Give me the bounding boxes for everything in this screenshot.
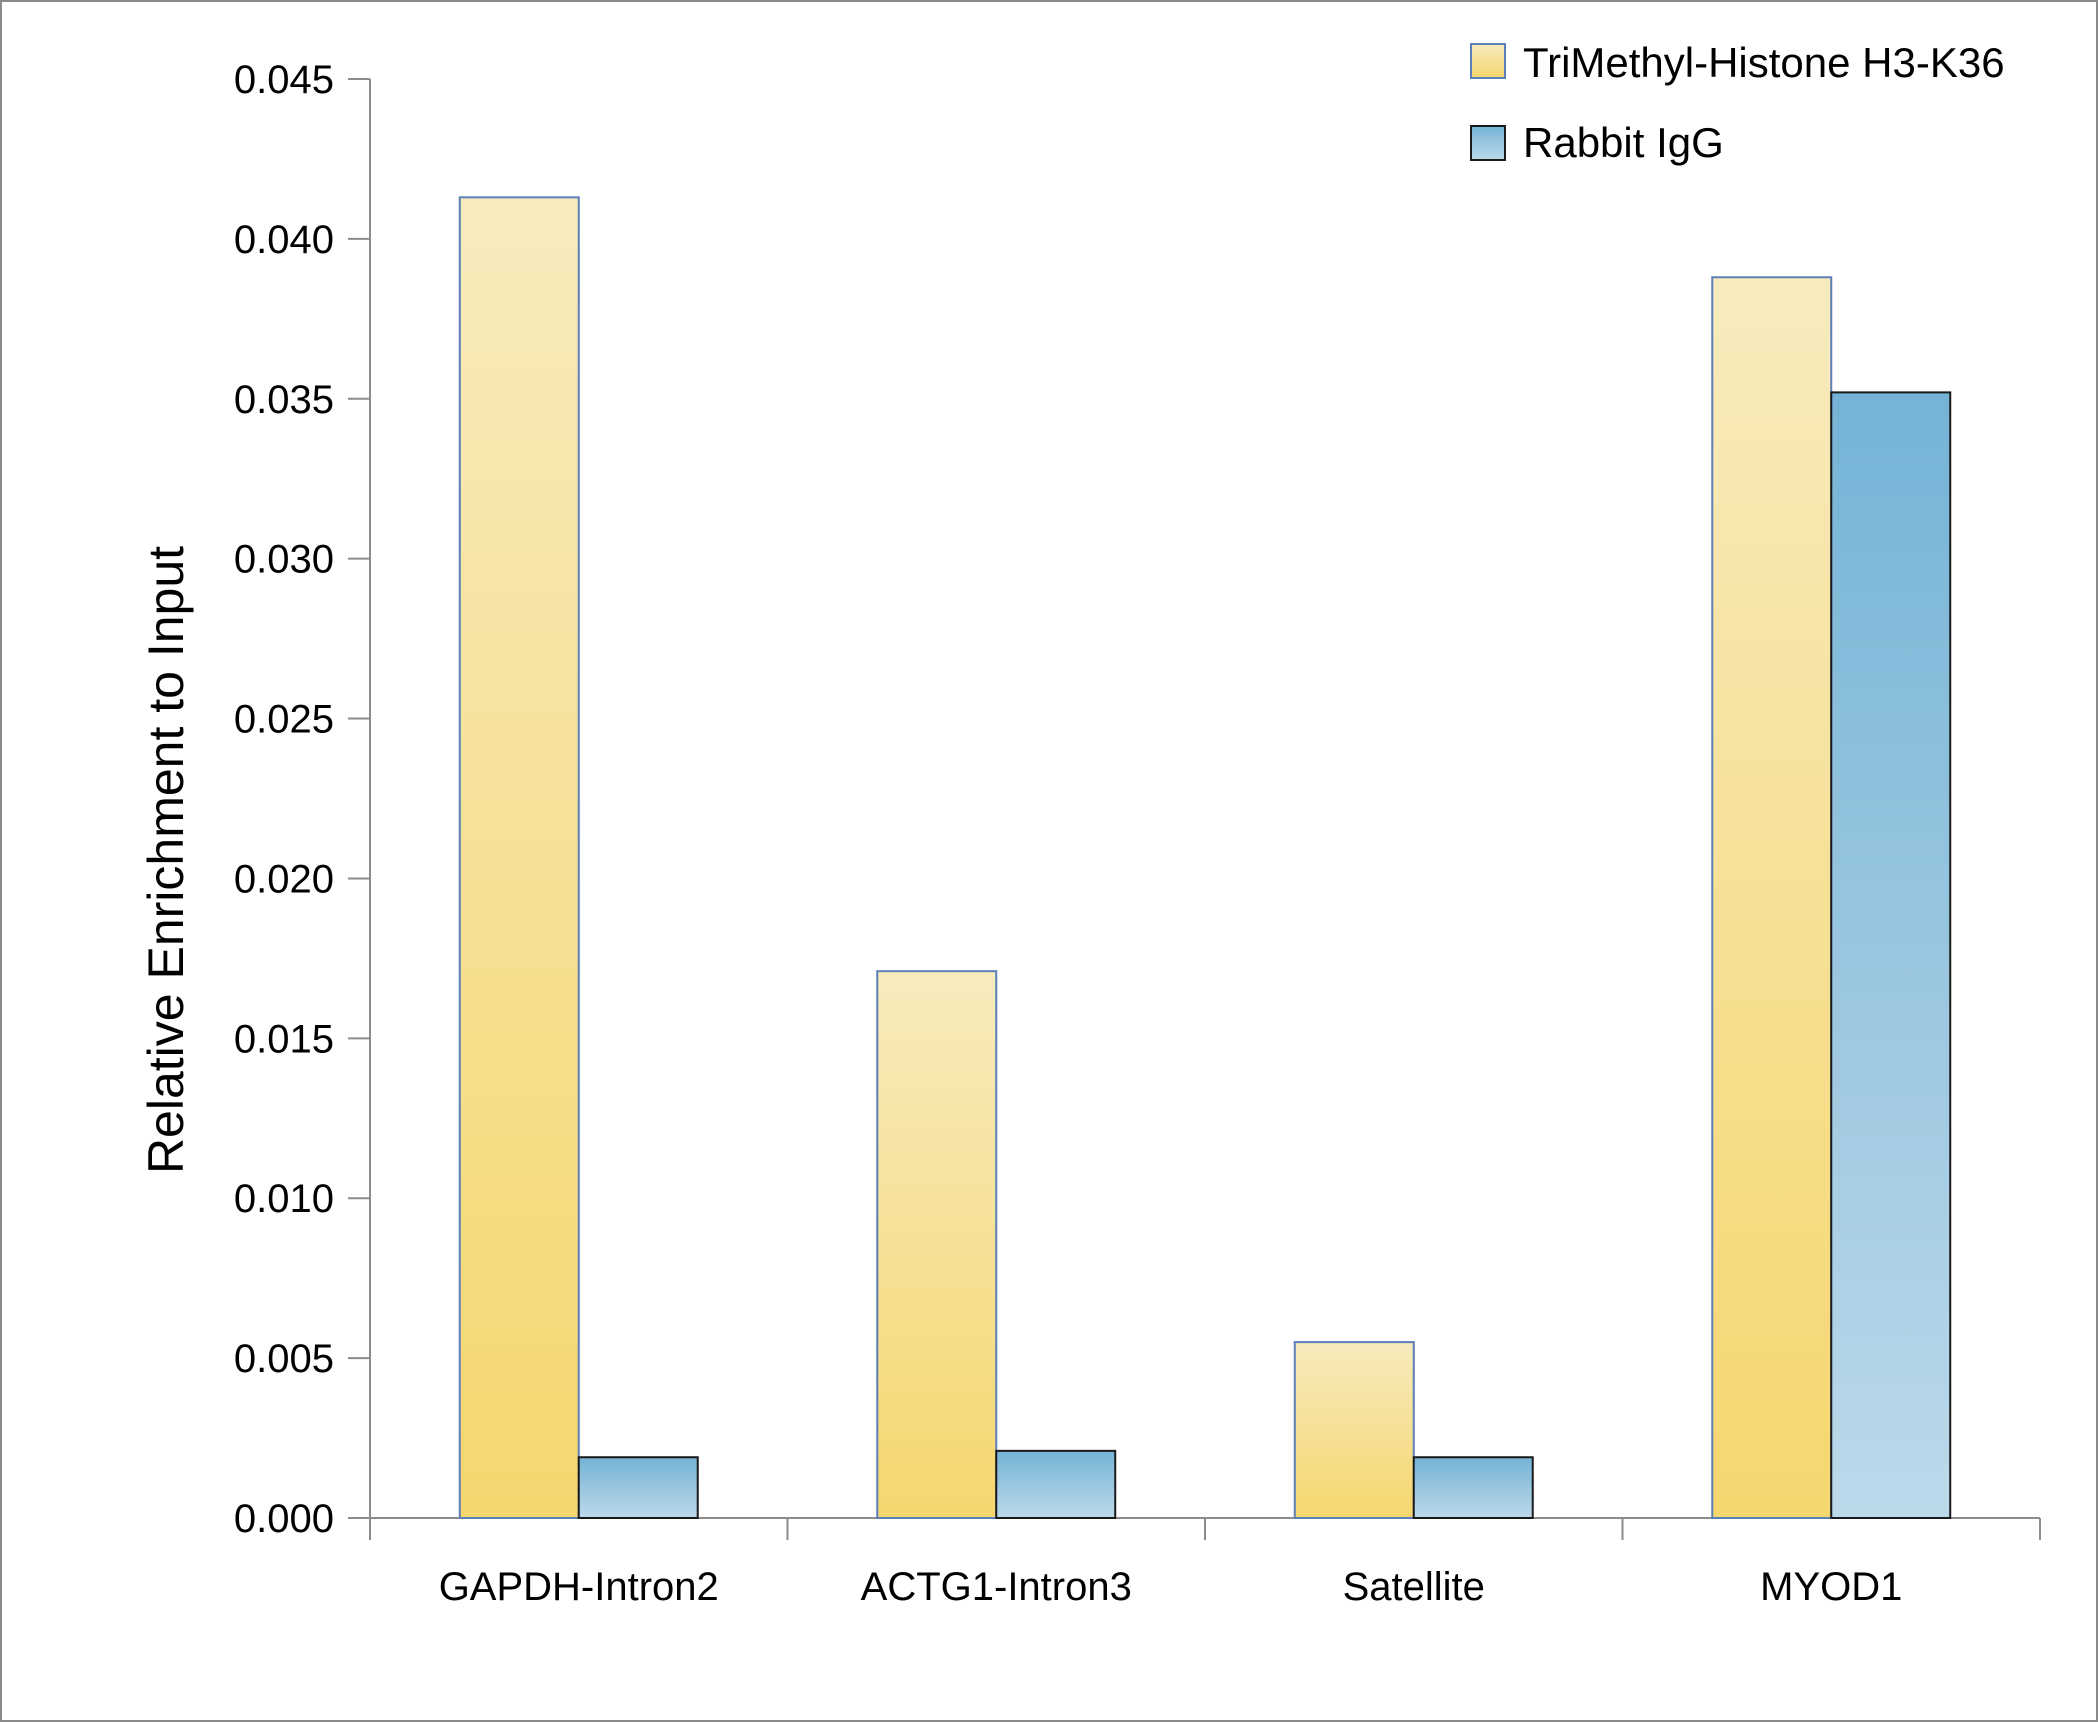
y-tick-label: 0.045 [234, 58, 334, 102]
legend-swatch-trimethyl [1470, 43, 1506, 79]
y-tick-label: 0.005 [234, 1337, 334, 1381]
y-tick-label: 0.000 [234, 1497, 334, 1541]
y-tick-label: 0.010 [234, 1177, 334, 1221]
bar-rabbit-igg-3 [1830, 391, 1952, 1520]
y-tick-label: 0.030 [234, 538, 334, 582]
bar-trimethyl-0 [458, 196, 580, 1520]
bar-trimethyl-1 [876, 970, 998, 1519]
y-tick-label: 0.035 [234, 378, 334, 422]
y-tick-label: 0.025 [234, 698, 334, 742]
x-tick-label: Satellite [1343, 1565, 1485, 1609]
legend-label-trimethyl: TriMethyl-Histone H3-K36 [1523, 39, 2005, 86]
bars [458, 196, 1952, 1520]
y-tick-label: 0.040 [234, 218, 334, 262]
bar-rabbit-igg-0 [577, 1456, 699, 1519]
x-tick-label: GAPDH-Intron2 [439, 1565, 719, 1609]
legend-label-rabbit-igg: Rabbit IgG [1523, 119, 1724, 166]
legend-swatch-rabbit-igg [1470, 125, 1506, 161]
y-tick-label: 0.020 [234, 857, 334, 901]
x-axis: GAPDH-Intron2 ACTG1-Intron3 Satellite MYOD1 [369, 1517, 2041, 1609]
bar-rabbit-igg-1 [995, 1449, 1117, 1520]
bar-trimethyl-3 [1711, 276, 1833, 1519]
bar-rabbit-igg-2 [1412, 1456, 1534, 1519]
y-axis-title: Relative Enrichment to Input [138, 546, 194, 1174]
x-tick-label: MYOD1 [1760, 1565, 1902, 1609]
legend: TriMethyl-Histone H3-K36 Rabbit IgG [1470, 39, 2005, 166]
y-axis: 0.000 0.005 0.010 0.015 0.020 0.025 0.030 0.035… [234, 58, 371, 1541]
x-tick-label: ACTG1-Intron3 [861, 1565, 1132, 1609]
y-tick-label: 0.015 [234, 1017, 334, 1061]
bar-trimethyl-2 [1293, 1341, 1415, 1519]
